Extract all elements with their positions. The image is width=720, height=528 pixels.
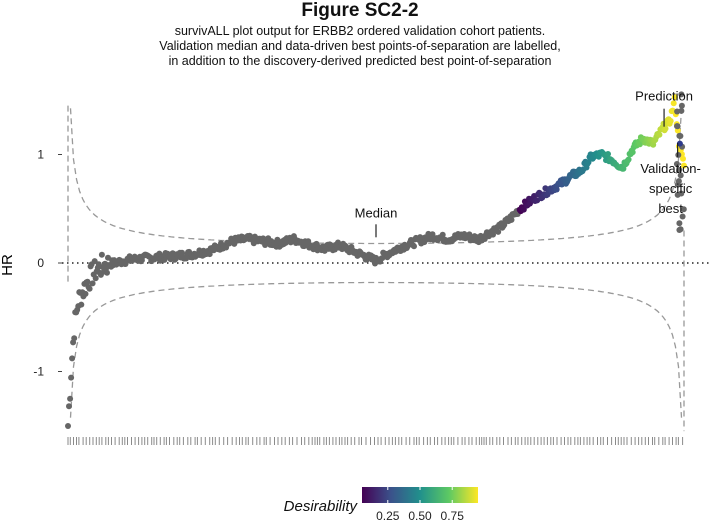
hr-point xyxy=(553,186,560,193)
subtitle-line-2: Validation median and data-driven best p… xyxy=(159,39,561,53)
hr-point xyxy=(675,178,682,185)
figure-subtitle: survivALL plot output for ERBB2 ordered … xyxy=(0,24,720,69)
hr-point xyxy=(439,231,446,238)
annotation-median: Median xyxy=(355,205,398,238)
hr-point xyxy=(89,280,96,287)
legend-title: Desirability xyxy=(284,498,359,515)
legend-colorbar xyxy=(362,487,478,503)
legend-tick-label: 0.25 xyxy=(376,509,400,523)
hr-point xyxy=(508,216,515,223)
figure-title: Figure SC2-2 xyxy=(301,0,419,21)
patient-rug xyxy=(67,437,684,445)
hr-point xyxy=(179,249,185,256)
upper-threshold-curve xyxy=(69,108,683,245)
hr-point xyxy=(66,403,72,410)
hr-point xyxy=(86,285,93,292)
hr-point xyxy=(625,156,632,163)
hr-point xyxy=(681,162,687,169)
hr-point xyxy=(679,213,686,220)
hr-point xyxy=(678,91,685,98)
hr-point xyxy=(678,102,685,109)
hr-point xyxy=(676,220,683,227)
legend-ticks: 0.25 0.50 0.75 xyxy=(376,487,464,523)
hr-point xyxy=(662,125,669,132)
hr-point xyxy=(411,243,417,250)
validation-best-label-line-3: best xyxy=(658,201,683,216)
hr-point xyxy=(92,275,99,282)
hr-point xyxy=(678,107,685,114)
annotation-prediction: Prediction xyxy=(635,89,693,127)
hr-point xyxy=(671,94,678,101)
hr-point xyxy=(69,355,76,362)
hr-point xyxy=(98,251,105,258)
subtitle-line-1: survivALL plot output for ERBB2 ordered … xyxy=(174,24,546,38)
hr-point xyxy=(677,133,684,139)
y-tick-label: 1 xyxy=(37,148,44,162)
hr-point xyxy=(104,269,110,276)
best-point xyxy=(676,140,683,147)
hr-point xyxy=(495,228,502,235)
median-label: Median xyxy=(355,205,398,220)
hr-point xyxy=(78,301,85,308)
legend: Desirability 0.25 0.50 0.75 xyxy=(284,487,478,523)
hr-point xyxy=(673,161,680,167)
subtitle-line-3: in addition to the discovery-derived pre… xyxy=(168,54,552,68)
y-axis-label: HR xyxy=(0,254,16,276)
validation-best-label-line-2: specific xyxy=(649,181,693,196)
hr-point xyxy=(670,100,677,107)
hr-point xyxy=(674,123,680,130)
hr-point xyxy=(71,335,78,342)
hr-point xyxy=(636,141,643,148)
lower-threshold-curve xyxy=(69,281,683,418)
hr-point xyxy=(65,423,71,429)
prediction-label: Prediction xyxy=(635,89,693,104)
hr-point xyxy=(676,166,683,173)
hr-point xyxy=(680,155,686,162)
annotation-validation-best: Validation- specific best xyxy=(640,142,701,216)
hr-points xyxy=(65,91,687,429)
hr-point xyxy=(91,258,98,265)
legend-tick-label: 0.50 xyxy=(408,509,432,523)
hr-point xyxy=(656,131,663,138)
legend-tick-label: 0.75 xyxy=(441,509,465,523)
hr-point xyxy=(84,278,91,285)
hr-point xyxy=(676,227,683,233)
hr-point xyxy=(629,149,636,156)
hr-point xyxy=(82,290,89,297)
hr-point xyxy=(585,159,592,166)
y-axis-ticks: 1 0 -1 xyxy=(33,148,62,379)
hr-point xyxy=(68,374,75,381)
hr-point xyxy=(675,152,682,158)
hr-point xyxy=(674,191,681,198)
hr-point xyxy=(667,118,674,124)
hr-point xyxy=(67,395,74,402)
hr-point xyxy=(677,172,684,179)
y-tick-label: 0 xyxy=(37,256,44,270)
y-tick-label: -1 xyxy=(33,365,44,379)
validation-best-label-line-1: Validation- xyxy=(640,161,700,176)
hr-point xyxy=(605,151,611,157)
hr-point xyxy=(680,206,687,213)
